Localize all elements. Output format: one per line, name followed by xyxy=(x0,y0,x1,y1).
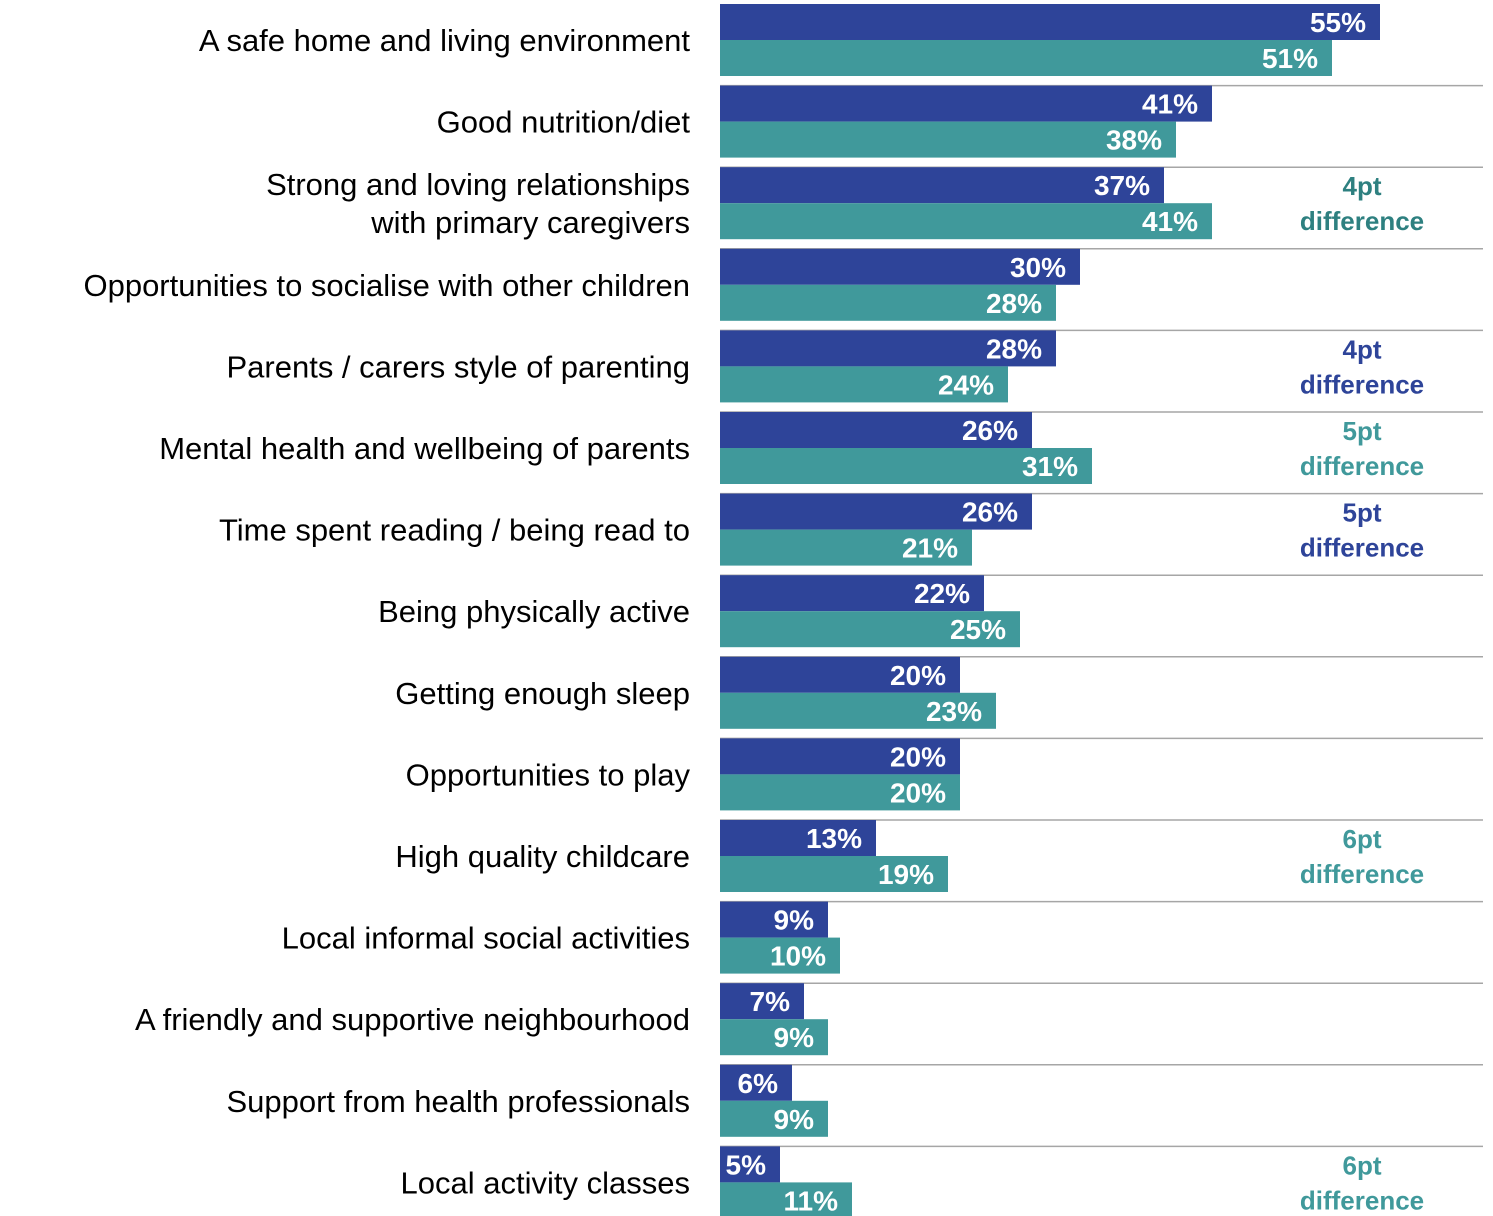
category-label: High quality childcare xyxy=(395,839,690,874)
bar xyxy=(720,983,804,1020)
bar-value-label: 20% xyxy=(890,660,946,691)
bar-value-label: 11% xyxy=(784,1185,839,1216)
category-label: Strong and loving relationships with prim… xyxy=(266,167,690,240)
bar-value-label: 37% xyxy=(1094,170,1150,201)
bar-value-label: 6% xyxy=(738,1068,779,1099)
bar xyxy=(720,1019,828,1056)
bar xyxy=(720,611,1020,648)
difference-annotation: 4pt difference xyxy=(1300,171,1424,236)
bar xyxy=(720,1146,780,1183)
bar-value-label: 51% xyxy=(1262,43,1318,74)
bar-value-label: 22% xyxy=(914,578,970,609)
bar-value-label: 26% xyxy=(962,415,1018,446)
bar-value-label: 26% xyxy=(962,497,1018,528)
bar xyxy=(720,1182,852,1216)
bar-value-label: 9% xyxy=(774,1022,815,1053)
category-label: Opportunities to socialise with other ch… xyxy=(83,268,690,303)
category-label: Mental health and wellbeing of parents xyxy=(159,431,690,466)
bar-value-label: 13% xyxy=(806,823,862,854)
category-label: A friendly and supportive neighbourhood xyxy=(135,1002,690,1037)
bar xyxy=(720,937,840,974)
bar xyxy=(720,448,1092,484)
bar-value-label: 28% xyxy=(986,288,1042,319)
category-label: A safe home and living environment xyxy=(199,23,691,58)
bar xyxy=(720,656,960,693)
difference-annotation: 5pt difference xyxy=(1300,416,1424,481)
bar xyxy=(720,1100,828,1137)
category-label: Being physically active xyxy=(378,594,690,629)
bar-value-label: 10% xyxy=(770,941,826,972)
bar xyxy=(720,85,1212,122)
bar-value-label: 55% xyxy=(1310,7,1366,38)
bar-value-label: 38% xyxy=(1106,125,1162,156)
bar-value-label: 31% xyxy=(1022,451,1078,482)
bar xyxy=(720,248,1080,285)
category-label: Time spent reading / being read to xyxy=(219,513,690,548)
bar xyxy=(720,1064,792,1101)
bar xyxy=(720,284,1056,321)
bar-value-label: 20% xyxy=(890,741,946,772)
category-label: Good nutrition/diet xyxy=(437,105,691,140)
difference-annotation: 6pt difference xyxy=(1300,824,1424,889)
bar-value-label: 28% xyxy=(986,333,1042,364)
bar xyxy=(720,692,996,729)
bar xyxy=(720,820,876,856)
bar xyxy=(720,901,828,938)
bar xyxy=(720,575,984,612)
category-label: Getting enough sleep xyxy=(395,676,690,711)
difference-annotation: 5pt difference xyxy=(1300,498,1424,563)
bar xyxy=(720,330,1056,367)
bar-value-label: 20% xyxy=(890,777,946,808)
bar-value-label: 9% xyxy=(774,1104,815,1135)
category-label: Local activity classes xyxy=(401,1165,690,1200)
bar-value-label: 23% xyxy=(926,696,982,727)
bar xyxy=(720,529,972,566)
category-label: Parents / carers style of parenting xyxy=(226,349,690,384)
bar xyxy=(720,366,1008,403)
bar xyxy=(720,203,1212,240)
difference-annotation: 6pt difference xyxy=(1300,1150,1424,1215)
bar xyxy=(720,493,1032,530)
category-label: Support from health professionals xyxy=(226,1084,690,1119)
bar xyxy=(720,121,1176,158)
bar-value-label: 9% xyxy=(774,905,815,936)
bar-value-label: 41% xyxy=(1142,89,1198,120)
bar-value-label: 41% xyxy=(1142,206,1198,237)
bar xyxy=(720,167,1164,204)
bar-value-label: 19% xyxy=(878,859,934,890)
bar-value-label: 30% xyxy=(1010,252,1066,283)
bar-value-label: 24% xyxy=(938,369,994,400)
bar xyxy=(720,4,1380,40)
bar xyxy=(720,412,1032,448)
bar xyxy=(720,738,960,775)
difference-annotation: 4pt difference xyxy=(1300,334,1424,399)
bar-value-label: 25% xyxy=(950,614,1006,645)
category-label: Opportunities to play xyxy=(406,757,691,792)
bar-value-label: 21% xyxy=(902,533,958,564)
bar xyxy=(720,856,948,892)
bar xyxy=(720,774,960,811)
category-label: Local informal social activities xyxy=(282,921,690,956)
bar-value-label: 7% xyxy=(750,986,791,1017)
bar xyxy=(720,40,1332,76)
bar-value-label: 5% xyxy=(726,1149,767,1180)
